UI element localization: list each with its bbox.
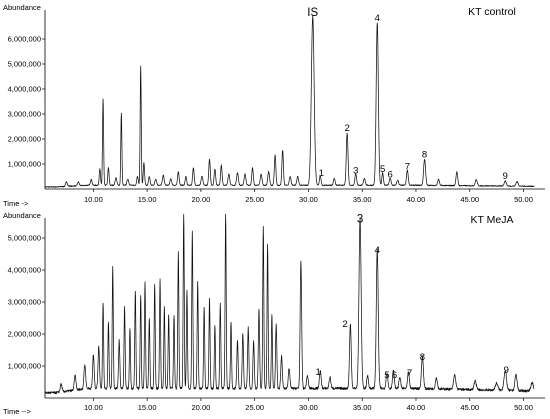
chromatogram-panel-kt-control: Abundance KT control Time -> 1,000,000 2,…	[3, 3, 545, 208]
x-tick-label: 35.00	[353, 403, 372, 412]
peak-label: 8	[422, 150, 427, 161]
peak-label: 7	[407, 368, 412, 379]
x-tick-label: 45.00	[460, 403, 479, 412]
peak-label: 2	[345, 123, 350, 134]
chromatogram-trace	[44, 213, 535, 395]
peak-label: 6	[392, 370, 397, 381]
x-tick-label: 25.00	[245, 403, 264, 412]
x-tick-label: 40.00	[407, 195, 426, 204]
x-tick-label: 10.00	[84, 195, 103, 204]
x-tick-label: 50.00	[514, 403, 533, 412]
peak-label: 9	[504, 365, 509, 376]
peak-label: 4	[375, 13, 380, 24]
x-tick-label: 35.00	[353, 195, 372, 204]
y-tick-label: 4,000,000	[8, 85, 41, 94]
chromatogram-panel-kt-meja: Abundance KT MeJA Time --> 1,000,000 2,00…	[3, 211, 545, 416]
y-tick-label: 1,000,000	[8, 362, 41, 371]
chromatogram-trace	[44, 15, 535, 188]
peak-label: 9	[503, 171, 508, 182]
y-tick-label: 3,000,000	[8, 298, 41, 307]
x-tick-label: 20.00	[192, 403, 211, 412]
x-tick-label: 15.00	[138, 403, 157, 412]
y-tick-label: 1,000,000	[8, 160, 41, 169]
panel-title: KT MeJA	[471, 214, 514, 226]
peak-label: 6	[388, 170, 393, 181]
x-tick-label: 10.00	[84, 403, 103, 412]
x-tick-label: 50.00	[514, 195, 533, 204]
x-tick-label: 45.00	[460, 195, 479, 204]
y-tick-label: 6,000,000	[8, 35, 41, 44]
peak-label: IS	[307, 7, 318, 19]
x-axis-title: Time -->	[3, 407, 31, 416]
x-tick-label: 30.00	[299, 403, 318, 412]
y-tick-label: 3,000,000	[8, 110, 41, 119]
y-tick-label: 5,000,000	[8, 60, 41, 69]
peak-label: 3	[353, 165, 358, 176]
x-tick-label: 40.00	[407, 403, 426, 412]
y-tick-label: 4,000,000	[8, 266, 41, 275]
y-tick-label: 5,000,000	[8, 234, 41, 243]
panel-title: KT control	[468, 6, 516, 18]
x-tick-label: 20.00	[192, 195, 211, 204]
y-axis-title: Abundance	[3, 211, 41, 220]
x-tick-label: 15.00	[138, 195, 157, 204]
peak-label: 5	[380, 164, 385, 175]
peak-label: 2	[342, 319, 347, 330]
y-tick-label: 2,000,000	[8, 135, 41, 144]
y-tick-label: 2,000,000	[8, 330, 41, 339]
x-axis-title: Time ->	[3, 199, 29, 208]
peak-label: 7	[405, 162, 410, 173]
peak-label: 5	[384, 370, 389, 381]
peak-label: 8	[420, 352, 425, 363]
peak-label: 1	[315, 367, 320, 378]
peak-label: 4	[375, 245, 380, 256]
x-tick-label: 25.00	[245, 195, 264, 204]
peak-label: 3	[357, 214, 363, 226]
peak-label: 1	[319, 168, 324, 179]
y-axis-title: Abundance	[3, 3, 41, 12]
x-tick-label: 30.00	[299, 195, 318, 204]
